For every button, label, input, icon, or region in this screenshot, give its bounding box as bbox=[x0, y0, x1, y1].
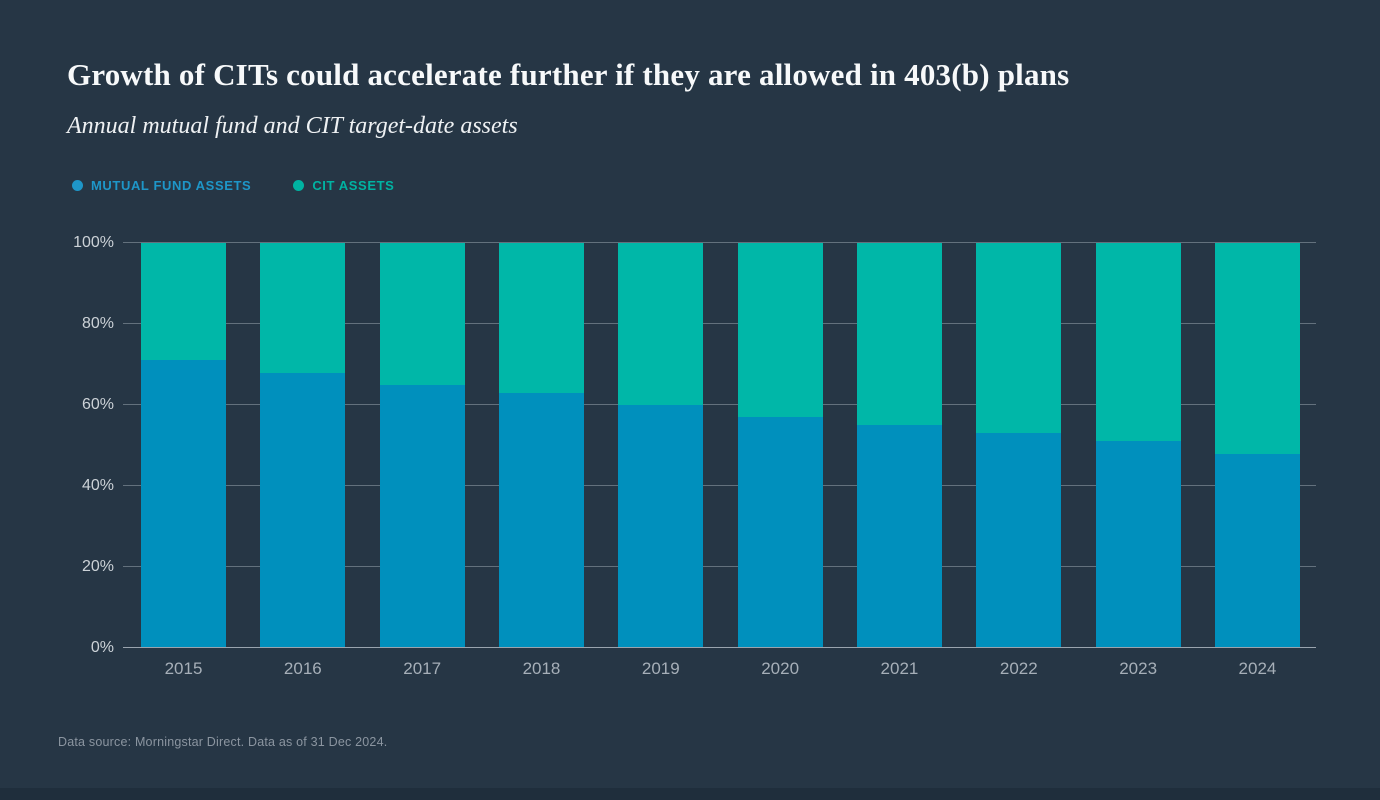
x-tick-label-2016: 2016 bbox=[283, 659, 322, 678]
cit-assets-segment-2020[interactable] bbox=[737, 243, 823, 418]
x-tick-label-2017: 2017 bbox=[403, 659, 442, 678]
y-tick-label-0%: 0% bbox=[90, 639, 114, 656]
cit-assets-segment-2021[interactable] bbox=[856, 243, 942, 426]
cit-assets-segment-2023[interactable] bbox=[1095, 243, 1181, 442]
x-tick-label-2019: 2019 bbox=[641, 659, 680, 678]
y-tick-label-80%: 80% bbox=[81, 315, 114, 332]
mutual-fund-assets-segment-2017[interactable] bbox=[379, 384, 465, 648]
cit-assets-segment-2015[interactable] bbox=[141, 243, 226, 361]
mutual-fund-assets-segment-2018[interactable] bbox=[498, 392, 584, 648]
mutual-fund-assets-segment-2021[interactable] bbox=[856, 425, 942, 648]
stacked-bar-2024[interactable] bbox=[1214, 243, 1300, 648]
x-axis-line bbox=[123, 647, 1316, 648]
mutual-fund-assets-segment-2020[interactable] bbox=[737, 417, 823, 648]
cit-assets-segment-2017[interactable] bbox=[379, 243, 465, 385]
x-axis-labels: 2015 2016 2017 2018 2019 2020 2021 2022 2023 2024 bbox=[123, 657, 1316, 681]
stacked-bar-2020[interactable] bbox=[737, 243, 823, 648]
chart-subtitle: Annual mutual fund and CIT target-date a… bbox=[67, 113, 518, 139]
stacked-bar-2021[interactable] bbox=[856, 243, 942, 648]
x-tick-label-2022: 2022 bbox=[999, 659, 1038, 678]
bottom-accent-strip bbox=[0, 788, 1380, 800]
y-tick-label-100%: 100% bbox=[73, 234, 114, 251]
x-tick-label-2015: 2015 bbox=[164, 659, 203, 678]
stacked-bar-2017[interactable] bbox=[379, 243, 465, 648]
gridline-80% bbox=[123, 323, 1316, 324]
legend-label-cit-assets: CIT ASSETS bbox=[312, 178, 395, 193]
cit-assets-segment-2016[interactable] bbox=[260, 243, 346, 373]
x-tick-label-2020: 2020 bbox=[761, 659, 800, 678]
stacked-bar-2023[interactable] bbox=[1095, 243, 1181, 648]
y-tick-label-20%: 20% bbox=[81, 558, 114, 575]
stacked-bar-2015[interactable] bbox=[141, 243, 226, 648]
chart-title: Growth of CITs could accelerate further … bbox=[67, 57, 1070, 92]
x-tick-label-2018: 2018 bbox=[522, 659, 561, 678]
gridline-20% bbox=[123, 566, 1316, 567]
gridline-100% bbox=[123, 242, 1316, 243]
x-tick-label-2024: 2024 bbox=[1238, 659, 1277, 678]
mutual-fund-assets-segment-2023[interactable] bbox=[1095, 441, 1181, 648]
stacked-bar-2018[interactable] bbox=[498, 243, 584, 648]
stacked-bar-2022[interactable] bbox=[976, 243, 1062, 648]
mutual-fund-legend-dot-icon bbox=[72, 180, 83, 191]
gridline-60% bbox=[123, 404, 1316, 405]
mutual-fund-assets-segment-2016[interactable] bbox=[260, 372, 346, 648]
stacked-bar-2016[interactable] bbox=[260, 243, 346, 648]
data-source-note: Data source: Morningstar Direct. Data as… bbox=[58, 734, 388, 749]
stacked-bar-2019[interactable] bbox=[618, 243, 704, 648]
x-tick-label-2021: 2021 bbox=[880, 659, 919, 678]
y-tick-label-40%: 40% bbox=[81, 477, 114, 494]
y-axis-labels: 0% 20% 40% 60% 80% 100% bbox=[0, 234, 114, 656]
x-tick-label-2023: 2023 bbox=[1119, 659, 1158, 678]
cit-legend-dot-icon bbox=[293, 180, 305, 191]
legend: MUTUAL FUND ASSETS CIT ASSETS bbox=[72, 178, 394, 193]
mutual-fund-assets-segment-2024[interactable] bbox=[1214, 453, 1300, 648]
gridline-40% bbox=[123, 485, 1316, 486]
mutual-fund-assets-segment-2022[interactable] bbox=[976, 433, 1062, 648]
mutual-fund-assets-segment-2015[interactable] bbox=[141, 360, 226, 648]
legend-label-mutual-fund-assets: MUTUAL FUND ASSETS bbox=[91, 178, 252, 193]
legend-item-mutual-fund-assets[interactable]: MUTUAL FUND ASSETS bbox=[72, 178, 251, 193]
cit-assets-segment-2024[interactable] bbox=[1214, 243, 1300, 454]
plot-area bbox=[123, 242, 1316, 648]
y-tick-label-60%: 60% bbox=[81, 396, 114, 413]
legend-item-cit-assets[interactable]: CIT ASSETS bbox=[293, 178, 394, 193]
mutual-fund-assets-segment-2019[interactable] bbox=[618, 405, 704, 648]
bars-layer bbox=[123, 243, 1316, 648]
cit-assets-segment-2019[interactable] bbox=[618, 243, 704, 405]
cit-assets-segment-2022[interactable] bbox=[976, 243, 1062, 434]
cit-assets-segment-2018[interactable] bbox=[498, 243, 584, 393]
